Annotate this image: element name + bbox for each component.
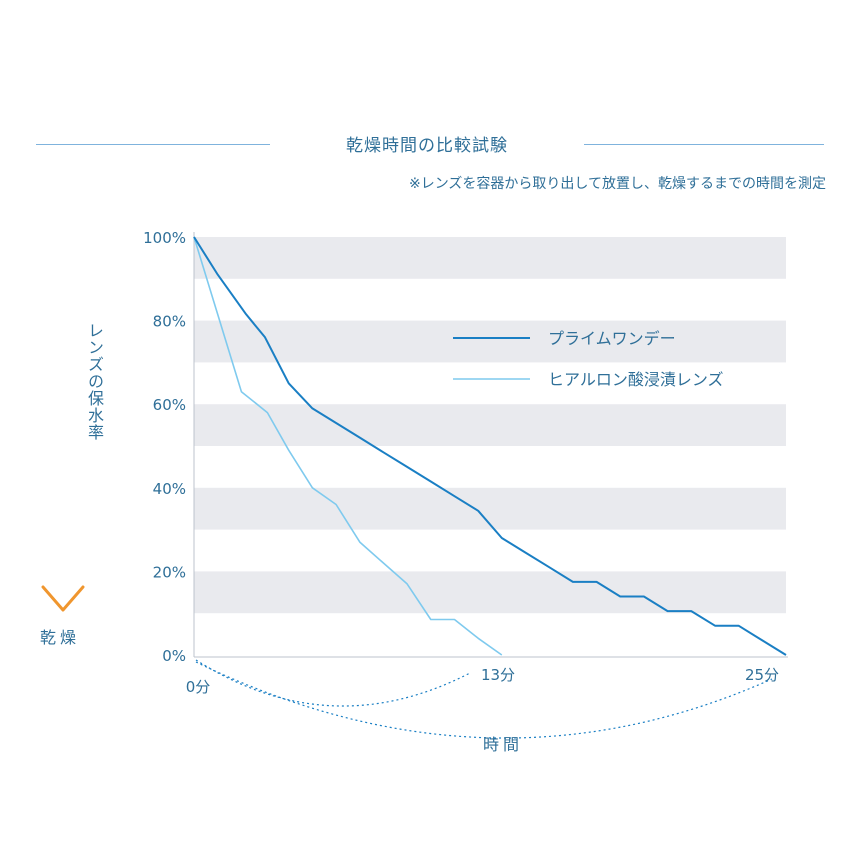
legend-label: プライムワンデー [548, 329, 676, 348]
dry-arrow [41, 253, 85, 612]
x-axis-label: 時間 [483, 735, 523, 754]
x-tick-labels: 0分 13分 25分 [186, 666, 779, 696]
series-line [193, 236, 787, 656]
grid-bands [194, 237, 786, 614]
y-tick-label: 0% [162, 647, 186, 665]
series-lines [193, 236, 787, 656]
x-tick-label: 13分 [481, 666, 515, 684]
title-rule-right [584, 144, 824, 145]
y-axis-label: レンズの保水率 [85, 322, 104, 441]
arc-13min [195, 659, 471, 707]
grid-band [194, 404, 786, 446]
time-arcs [195, 659, 773, 739]
arc-25min [195, 661, 773, 739]
grid-band [194, 487, 786, 530]
y-tick-label: 20% [153, 563, 186, 581]
y-tick-labels: 100% 80% 60% 40% 20% 0% [143, 229, 186, 665]
y-tick-label: 80% [153, 313, 186, 331]
y-tick-label: 100% [143, 229, 186, 247]
legend-label: ヒアルロン酸浸漬レンズ [548, 370, 724, 389]
grid-band [194, 320, 786, 363]
dry-label: 乾燥 [40, 628, 81, 647]
grid-band [194, 237, 786, 279]
dry-arrow-head [41, 585, 85, 612]
y-tick-label: 40% [153, 480, 186, 498]
chart-subtitle: ※レンズを容器から取り出して放置し、乾燥するまでの時間を測定 [408, 176, 826, 192]
grid-band [194, 571, 786, 614]
x-tick-label: 0分 [186, 678, 211, 696]
title-rule-left [36, 144, 270, 145]
x-tick-label: 25分 [745, 666, 779, 684]
y-tick-label: 60% [153, 396, 186, 414]
chart-title: 乾燥時間の比較試験 [346, 136, 508, 156]
series-line [193, 236, 503, 656]
